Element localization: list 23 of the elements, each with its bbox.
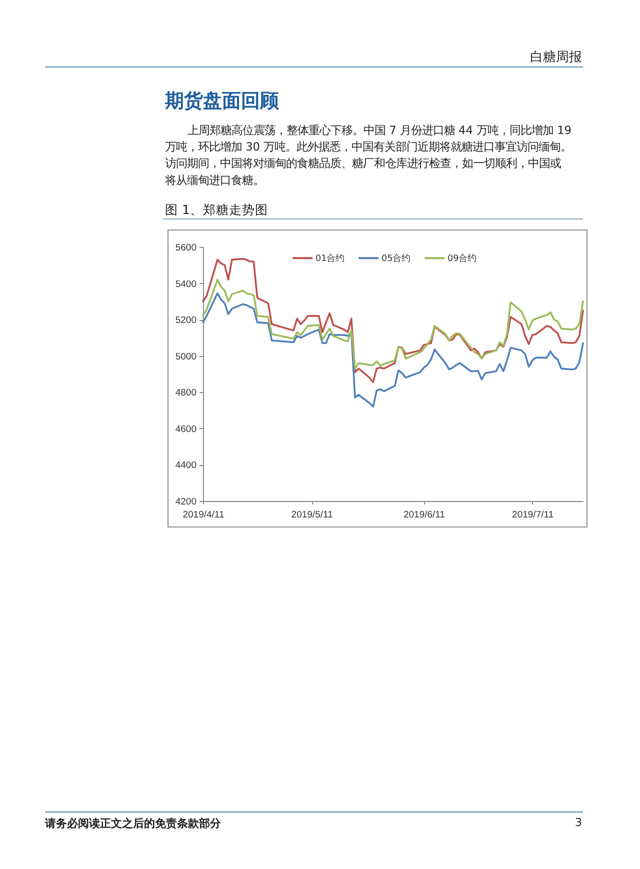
y-tick-label: 5200 [175, 315, 196, 326]
line-series [202, 292, 584, 408]
text: 3 [575, 816, 582, 829]
line-series [202, 278, 584, 370]
y-tick-label: 4400 [175, 460, 196, 472]
y-tick-label: 4200 [175, 496, 196, 508]
y-tick-label: 5400 [175, 278, 196, 290]
text: 上周郑糖高位震荡，整体重心下移。中国 7 月份进口糖 44 万吨，同比增加 19 万吨，环比增加 30 万吨。此外据悉，中国有关部门近期将就糖进口事宜访问缅甸。访问期间，中国将对缅甸的食糖品质、糖厂和仓库进行检查，如一切顺利，中国或将从缅甸进口食糖。 [164, 124, 572, 187]
text: 期货盘面回顾 [164, 90, 280, 112]
legend-label: 05合约 [382, 253, 411, 264]
chart-title: 图 1、郑糖走势图 [165, 202, 268, 217]
legend-label: 01合约 [316, 253, 345, 264]
y-tick-label: 5600 [175, 242, 196, 254]
x-tick-label: 2019/6/11 [403, 510, 446, 520]
x-tick-label: 2019/4/11 [182, 510, 224, 520]
text: 请务必阅读正文之后的免责条款部分 [44, 817, 222, 830]
x-tick-label: 2019/5/11 [291, 510, 333, 520]
y-tick-label: 4800 [175, 388, 196, 399]
y-tick-label: 5000 [175, 351, 196, 362]
text: 白糖周报 [530, 50, 582, 65]
legend-label: 09合约 [448, 253, 477, 264]
x-tick-label: 2019/7/11 [512, 510, 554, 520]
y-tick-label: 4600 [175, 424, 196, 435]
